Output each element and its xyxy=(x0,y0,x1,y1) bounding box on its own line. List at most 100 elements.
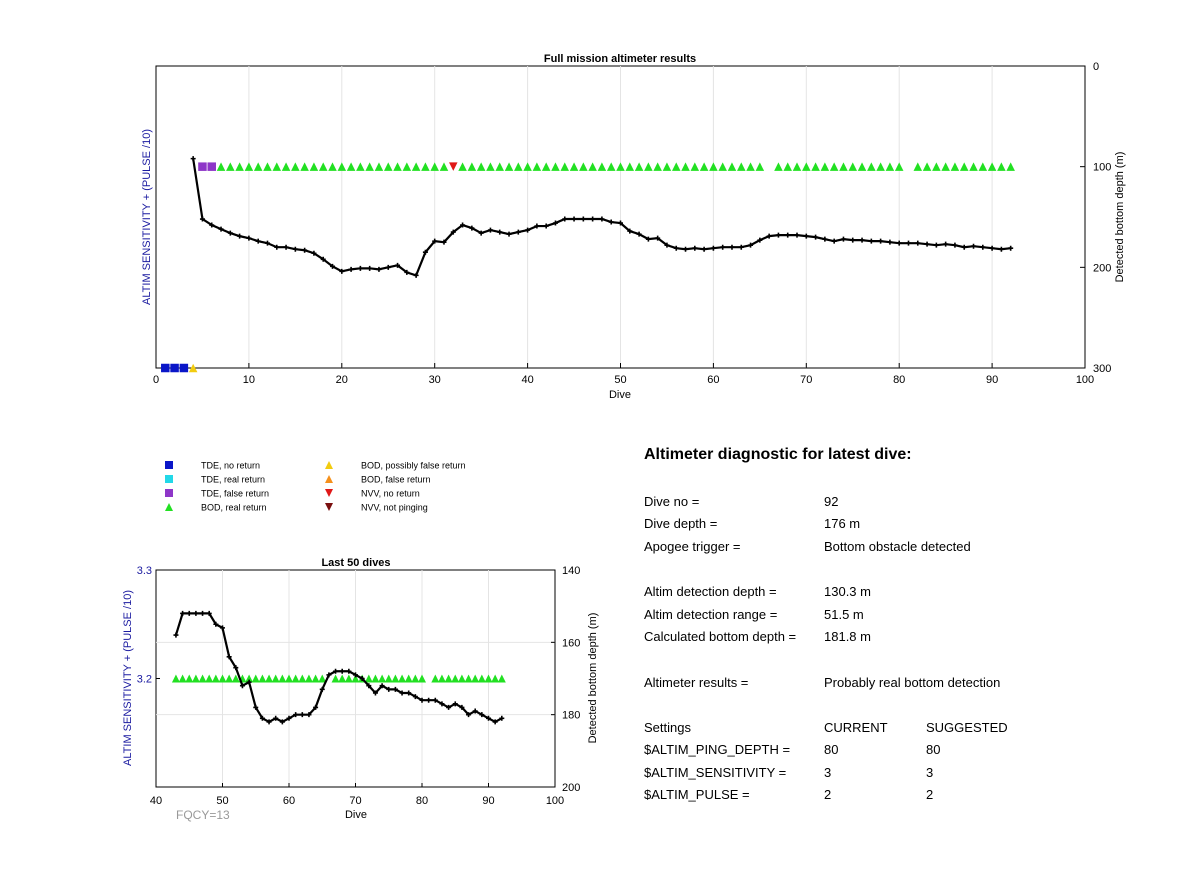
diagnostic-title: Altimeter diagnostic for latest dive: xyxy=(644,446,912,463)
data-marker xyxy=(207,162,216,171)
depth-point xyxy=(439,701,445,707)
depth-point xyxy=(306,712,312,718)
depth-point xyxy=(590,216,596,222)
legend-marker xyxy=(325,475,333,483)
legend-marker xyxy=(165,489,173,497)
marker-legend: TDE, no return TDE, real return TDE, false… xyxy=(165,461,466,513)
settings-header-suggested: SUGGESTED xyxy=(926,720,1008,735)
depth-point xyxy=(492,719,498,725)
depth-point xyxy=(206,610,212,616)
data-marker xyxy=(411,162,421,171)
data-marker xyxy=(245,674,254,683)
depth-point xyxy=(366,683,372,689)
data-marker xyxy=(848,162,857,171)
depth-point xyxy=(233,665,239,671)
depth-point xyxy=(692,245,698,251)
full-mission-gridlines xyxy=(248,66,993,368)
depth-point xyxy=(264,240,270,246)
data-marker xyxy=(411,674,420,683)
depth-point xyxy=(359,676,365,681)
data-marker xyxy=(211,674,220,683)
data-marker xyxy=(439,162,449,171)
data-marker xyxy=(449,162,458,171)
data-marker xyxy=(774,162,783,171)
data-marker xyxy=(291,674,300,683)
x-tick-label: 90 xyxy=(986,374,998,386)
data-marker xyxy=(344,674,353,683)
depth-point xyxy=(887,239,893,245)
data-marker xyxy=(978,162,988,171)
diagnostic-value: Bottom obstacle detected xyxy=(824,539,971,554)
x-tick-label: 90 xyxy=(482,795,494,807)
depth-point xyxy=(353,672,358,678)
data-marker xyxy=(311,674,320,683)
depth-point xyxy=(636,231,642,237)
data-marker xyxy=(398,674,407,683)
setting-current: 80 xyxy=(824,742,839,757)
depth-point xyxy=(571,216,577,222)
depth-point xyxy=(357,265,363,271)
settings-row: $ALTIM_SENSITIVITY = 3 3 xyxy=(644,765,1164,785)
depth-point xyxy=(683,246,689,252)
data-marker xyxy=(476,162,486,171)
settings-header-current: CURRENT xyxy=(824,720,888,735)
depth-point xyxy=(469,225,475,231)
depth-point xyxy=(320,256,326,262)
data-marker xyxy=(1006,162,1015,171)
depth-point xyxy=(372,690,378,696)
depth-point xyxy=(785,232,791,238)
depth-point xyxy=(259,715,265,721)
depth-point xyxy=(478,230,484,236)
data-marker xyxy=(857,162,867,171)
depth-point xyxy=(868,238,874,244)
depth-point xyxy=(710,245,716,251)
data-marker xyxy=(588,162,597,171)
data-marker xyxy=(346,162,356,171)
depth-point xyxy=(766,233,772,239)
data-marker xyxy=(523,162,532,171)
x-tick-label: 70 xyxy=(800,374,812,386)
data-marker xyxy=(467,162,477,171)
depth-point xyxy=(190,156,196,162)
depth-point xyxy=(441,239,447,245)
depth-point xyxy=(534,223,540,229)
depth-point xyxy=(859,237,865,243)
depth-point xyxy=(274,244,280,250)
data-marker xyxy=(606,162,616,171)
data-marker xyxy=(265,674,274,683)
data-marker xyxy=(625,162,635,171)
depth-point xyxy=(775,232,781,238)
depth-point xyxy=(279,719,285,725)
data-marker xyxy=(198,162,207,171)
setting-current: 3 xyxy=(824,765,832,780)
data-marker xyxy=(959,162,969,171)
depth-point xyxy=(840,236,846,242)
depth-point xyxy=(466,712,472,718)
data-marker xyxy=(371,674,380,683)
data-marker xyxy=(253,162,263,171)
data-marker xyxy=(551,162,560,171)
depth-point xyxy=(924,241,930,247)
x-tick-label: 10 xyxy=(243,374,255,386)
data-marker xyxy=(867,162,876,171)
data-marker xyxy=(244,162,254,171)
legend-label: TDE, no return xyxy=(201,461,260,471)
diagnostic-row: Altim detection range = 51.5 m xyxy=(644,607,1164,627)
data-marker xyxy=(431,674,440,683)
depth-point xyxy=(286,715,292,721)
y-left-tick-label: 3.3 xyxy=(137,565,152,577)
data-marker xyxy=(364,674,373,683)
data-marker xyxy=(185,674,194,683)
data-marker xyxy=(839,162,848,171)
data-marker xyxy=(746,162,755,171)
data-marker xyxy=(300,162,309,171)
data-marker xyxy=(437,674,446,683)
full-mission-chart: 0 10 20 30 40 50 60 70 80 90 100 0 100 200 300 Full mi… xyxy=(141,53,1126,401)
depth-point xyxy=(209,222,215,228)
y-right-tick-label: 200 xyxy=(1093,262,1111,274)
fqcy-annotation: FQCY=13 xyxy=(176,808,230,822)
data-marker xyxy=(532,162,542,171)
depth-point xyxy=(426,697,432,703)
last-50-title: Last 50 dives xyxy=(321,557,390,569)
data-marker xyxy=(444,674,453,683)
